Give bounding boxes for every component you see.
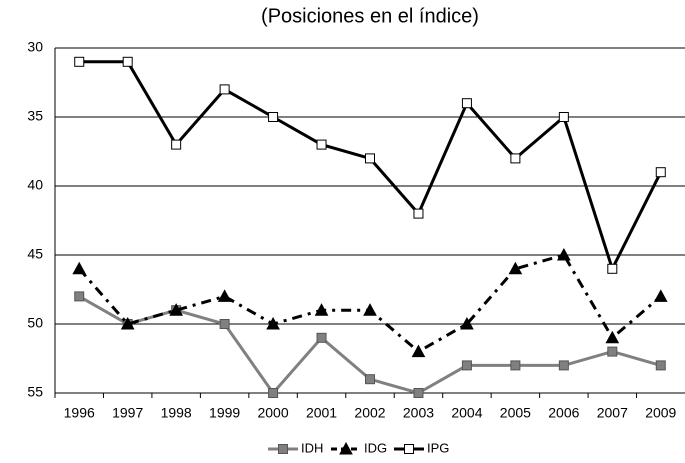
data-point [268, 112, 279, 122]
data-point [217, 289, 232, 302]
data-point [653, 289, 668, 302]
y-tick-label: 40 [27, 177, 43, 193]
data-point [655, 360, 666, 371]
data-point [363, 303, 377, 316]
data-point [607, 346, 618, 357]
y-tick-label: 50 [27, 315, 43, 331]
x-tick-label: 1996 [64, 405, 95, 421]
data-point [365, 153, 375, 164]
legend-marker [339, 441, 353, 455]
y-tick-label: 45 [27, 246, 43, 262]
x-tick-label: 1997 [112, 405, 143, 421]
data-point [510, 360, 521, 371]
x-tick-label: 2002 [354, 405, 385, 421]
data-point [655, 167, 666, 178]
data-point [411, 344, 426, 358]
y-tick-label: 55 [27, 384, 43, 400]
data-point [558, 360, 569, 371]
series-line [79, 60, 663, 273]
y-tick-label: 30 [27, 39, 43, 55]
x-tick-label: 2007 [597, 405, 628, 421]
data-point [171, 139, 182, 150]
data-point [268, 388, 279, 398]
data-point [605, 330, 620, 344]
data-point [72, 261, 87, 275]
data-point [219, 319, 230, 329]
x-tick-label: 2004 [451, 405, 482, 421]
data-point [460, 316, 474, 330]
data-point [365, 374, 375, 385]
legend-label: IDH [301, 440, 323, 455]
data-point [74, 56, 85, 67]
data-point [557, 247, 571, 261]
data-point [508, 261, 523, 275]
x-tick-label: 2000 [257, 405, 288, 421]
data-point [510, 153, 521, 164]
data-point [316, 139, 327, 150]
data-point [558, 112, 569, 122]
legend-marker [278, 444, 288, 454]
y-tick-label: 35 [27, 108, 43, 124]
data-point [314, 303, 329, 316]
chart-subtitle: (Posiciones en el índice) [261, 5, 479, 27]
data-point [169, 303, 183, 316]
data-point [461, 360, 472, 371]
legend-marker [404, 444, 414, 454]
data-point [266, 316, 280, 330]
data-point [316, 332, 327, 343]
data-point [607, 263, 618, 274]
data-point [122, 56, 133, 67]
x-tick-label: 2009 [645, 405, 676, 421]
legend-label: IPG [427, 440, 449, 455]
data-point [219, 84, 230, 95]
data-point [120, 316, 135, 330]
data-point [413, 208, 424, 219]
x-tick-label: 2001 [306, 405, 337, 421]
data-point [413, 388, 424, 398]
x-tick-label: 1999 [209, 405, 240, 421]
data-point [74, 291, 85, 302]
x-tick-label: 2006 [548, 405, 579, 421]
data-point [461, 98, 472, 109]
x-tick-label: 2005 [500, 405, 531, 421]
x-tick-label: 1998 [161, 405, 192, 421]
x-tick-label: 2003 [403, 405, 434, 421]
legend-label: IDG [364, 440, 387, 455]
